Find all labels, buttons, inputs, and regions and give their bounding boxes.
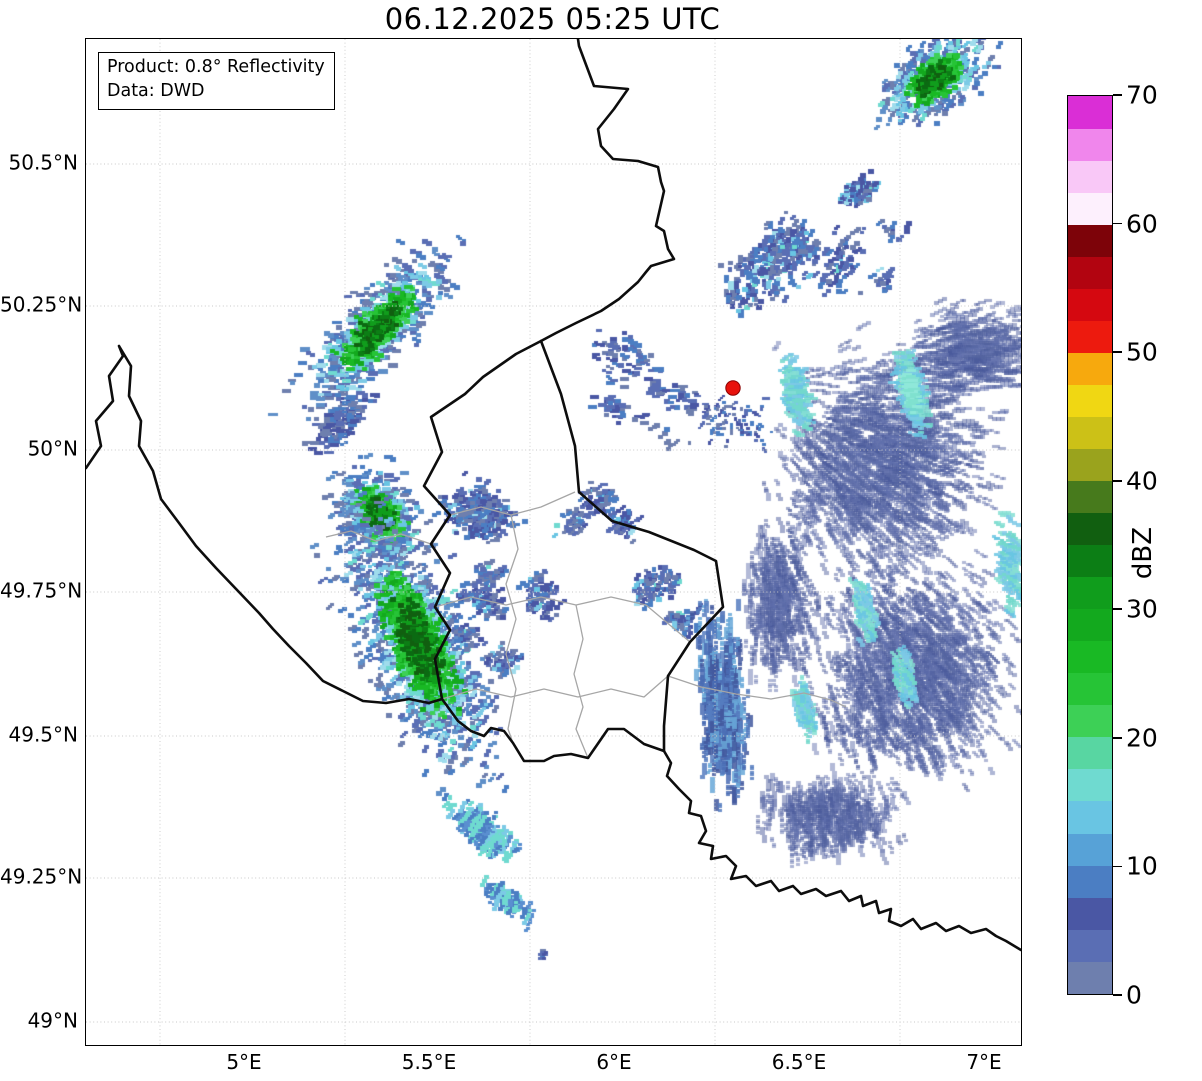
y-axis-tick-label: 49.25°N (0, 864, 83, 889)
admin-border-line (573, 604, 589, 759)
colorbar-tick-label: 20 (1126, 723, 1158, 753)
admin-border-line (325, 530, 432, 545)
y-axis-tick-label: 49.75°N (0, 578, 83, 603)
colorbar-band (1068, 256, 1112, 289)
figure-title: 06.12.2025 05:25 UTC (384, 2, 721, 36)
national-border-line (539, 39, 676, 343)
national-border-line (422, 339, 725, 763)
colorbar-band (1068, 608, 1112, 642)
colorbar-band (1068, 864, 1112, 898)
colorbar-band (1068, 160, 1112, 193)
colorbar-band (1068, 192, 1112, 225)
radar-site-marker (725, 380, 741, 396)
x-axis-tick-label: 7°E (966, 1050, 1002, 1074)
radar-echo-canvas (86, 39, 1021, 1045)
colorbar-band (1068, 288, 1112, 321)
colorbar-band (1068, 928, 1112, 962)
colorbar-tick-label: 10 (1126, 851, 1158, 881)
admin-border-line (449, 491, 576, 516)
x-axis-tick-label: 6.5°E (771, 1050, 827, 1074)
colorbar-band (1068, 704, 1112, 738)
national-border-line (662, 749, 1021, 952)
x-axis-tick-label: 5.5°E (401, 1050, 457, 1074)
colorbar-band (1068, 416, 1112, 450)
product-line: Product: 0.8° Reflectivity (107, 57, 325, 77)
colorbar-band (1068, 448, 1112, 482)
colorbar-band (1068, 896, 1112, 930)
admin-border-line (434, 596, 691, 643)
colorbar-tick-label: 60 (1126, 209, 1158, 239)
y-axis-tick-label: 49.5°N (8, 722, 79, 747)
colorbar-band (1068, 576, 1112, 610)
colorbar-band (1068, 544, 1112, 578)
colorbar-band (1068, 736, 1112, 770)
product-info-box: Product: 0.8° Reflectivity Data: DWD (98, 52, 335, 110)
colorbar-tick (1113, 94, 1122, 96)
colorbar-tick-label: 30 (1126, 594, 1158, 624)
colorbar-tick (1113, 736, 1122, 739)
colorbar-band (1068, 672, 1112, 706)
colorbar-band (1068, 384, 1112, 418)
colorbar-band (1068, 224, 1112, 257)
y-axis-tick-label: 50.25°N (0, 292, 83, 317)
colorbar-band (1068, 128, 1112, 161)
colorbar-tick (1113, 608, 1122, 611)
colorbar-tick (1113, 222, 1122, 225)
map-overlay (86, 39, 1021, 1045)
colorbar-band (1068, 96, 1112, 129)
colorbar-band (1068, 320, 1112, 353)
colorbar-tick-label: 50 (1126, 337, 1158, 367)
colorbar-band (1068, 768, 1112, 802)
admin-border-line (505, 514, 519, 744)
national-border-line (86, 344, 444, 705)
colorbar-band (1068, 832, 1112, 866)
colorbar-band (1068, 960, 1112, 994)
colorbar-tick (1113, 351, 1122, 354)
colorbar-tick (1113, 865, 1122, 868)
y-axis-tick-label: 50°N (27, 436, 78, 461)
colorbar-band (1068, 800, 1112, 834)
colorbar-tick (1113, 479, 1122, 482)
colorbar-tick-label: 70 (1126, 80, 1158, 110)
x-axis-tick-label: 6°E (596, 1050, 632, 1074)
colorbar-tick-label: 40 (1126, 466, 1158, 496)
x-axis-tick-label: 5°E (226, 1050, 262, 1074)
y-axis-tick-label: 49°N (27, 1008, 78, 1033)
colorbar (1067, 95, 1113, 995)
colorbar-band (1068, 352, 1112, 386)
colorbar-tick-label: 0 (1126, 980, 1142, 1010)
colorbar-band (1068, 512, 1112, 546)
admin-border-line (441, 675, 669, 700)
admin-border-line (667, 675, 847, 708)
data-source-line: Data: DWD (107, 80, 205, 101)
colorbar-unit-label: dBZ (1128, 526, 1158, 580)
colorbar-band (1068, 640, 1112, 674)
map-plot-area: Product: 0.8° Reflectivity Data: DWD (85, 38, 1022, 1046)
y-axis-tick-label: 50.5°N (8, 150, 79, 175)
colorbar-tick (1113, 994, 1122, 996)
colorbar-band (1068, 480, 1112, 514)
